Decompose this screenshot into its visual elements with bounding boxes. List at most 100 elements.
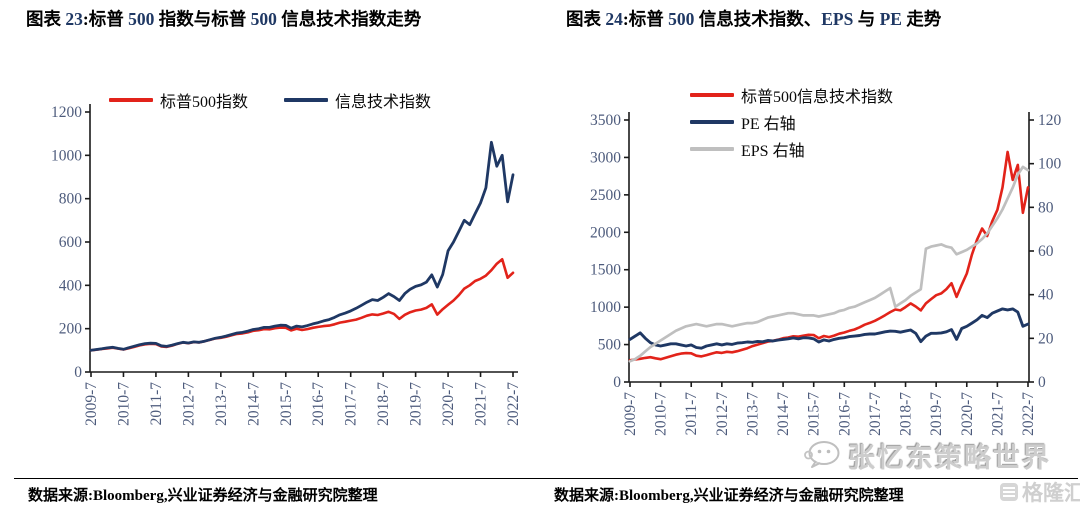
title-text: :标普 bbox=[82, 9, 129, 29]
svg-text:1200: 1200 bbox=[51, 104, 82, 121]
legend-item: PE 右轴 bbox=[690, 110, 893, 134]
legend-line-swatch bbox=[690, 147, 734, 151]
figure-24-legend: 标普500信息技术指数 PE 右轴 EPS 右轴 bbox=[690, 83, 893, 161]
series-line bbox=[628, 150, 1030, 362]
svg-text:2018-7: 2018-7 bbox=[898, 392, 915, 436]
series-lines bbox=[89, 140, 515, 352]
svg-text:2011-7: 2011-7 bbox=[683, 392, 700, 436]
title-text: 信息技术指数、 bbox=[694, 9, 822, 29]
series-lines bbox=[628, 150, 1030, 363]
svg-text:2018-7: 2018-7 bbox=[375, 382, 392, 426]
svg-text:60: 60 bbox=[1038, 243, 1054, 260]
legend-label: 标普500指数 bbox=[159, 94, 248, 111]
svg-text:120: 120 bbox=[1038, 112, 1062, 129]
svg-text:0: 0 bbox=[74, 364, 82, 381]
svg-text:0: 0 bbox=[613, 374, 621, 391]
svg-text:2022-7: 2022-7 bbox=[505, 382, 522, 426]
svg-text:2016-7: 2016-7 bbox=[310, 382, 327, 426]
svg-text:2010-7: 2010-7 bbox=[653, 392, 670, 436]
svg-text:2020-7: 2020-7 bbox=[440, 382, 457, 426]
title-accent-text: 24 bbox=[605, 9, 623, 29]
legend-item: 信息技术指数 bbox=[284, 88, 431, 112]
svg-text:80: 80 bbox=[1038, 199, 1054, 216]
series-line bbox=[89, 258, 515, 352]
svg-text:2500: 2500 bbox=[590, 187, 621, 204]
svg-text:2021-7: 2021-7 bbox=[473, 382, 490, 426]
svg-text:2019-7: 2019-7 bbox=[408, 382, 425, 426]
svg-text:600: 600 bbox=[59, 234, 83, 251]
svg-text:2019-7: 2019-7 bbox=[928, 392, 945, 436]
svg-text:400: 400 bbox=[59, 277, 83, 294]
svg-text:2021-7: 2021-7 bbox=[989, 392, 1006, 436]
svg-text:100: 100 bbox=[1038, 156, 1062, 173]
svg-text:2012-7: 2012-7 bbox=[714, 392, 731, 436]
figure-24-panel: 图表 24:标普 500 信息技术指数、EPS 与 PE 走势 标普500信息技… bbox=[540, 0, 1080, 512]
svg-text:2022-7: 2022-7 bbox=[1020, 392, 1037, 436]
svg-text:40: 40 bbox=[1038, 287, 1054, 304]
title-text: 指数与标普 bbox=[154, 9, 251, 29]
svg-text:2015-7: 2015-7 bbox=[806, 392, 823, 436]
svg-text:2017-7: 2017-7 bbox=[343, 382, 360, 426]
title-accent-text: PE bbox=[879, 9, 902, 29]
svg-text:2013-7: 2013-7 bbox=[744, 392, 761, 436]
figure-23-legend: 标普500指数 信息技术指数 bbox=[0, 88, 540, 112]
title-accent-text: 23 bbox=[65, 9, 83, 29]
svg-text:2020-7: 2020-7 bbox=[959, 392, 976, 436]
svg-text:2012-7: 2012-7 bbox=[180, 382, 197, 426]
title-text: 图表 bbox=[26, 9, 66, 29]
series-line bbox=[628, 165, 1030, 363]
figure-24-title: 图表 24:标普 500 信息技术指数、EPS 与 PE 走势 bbox=[566, 6, 1070, 32]
title-text: 与 bbox=[853, 9, 880, 29]
legend-label: 信息技术指数 bbox=[335, 94, 432, 111]
svg-text:2015-7: 2015-7 bbox=[278, 382, 295, 426]
svg-text:2009-7: 2009-7 bbox=[622, 392, 639, 436]
svg-text:3000: 3000 bbox=[590, 149, 621, 166]
svg-text:2014-7: 2014-7 bbox=[775, 392, 792, 436]
figure-23-panel: 图表 23:标普 500 指数与标普 500 信息技术指数走势 标普500指数 信… bbox=[0, 6, 540, 505]
title-text: 走势 bbox=[901, 9, 942, 29]
svg-text:500: 500 bbox=[598, 337, 622, 354]
svg-text:1000: 1000 bbox=[590, 299, 621, 316]
svg-text:2017-7: 2017-7 bbox=[867, 392, 884, 436]
legend-label: 标普500信息技术指数 bbox=[741, 89, 894, 106]
axis-tick-labels: 0 500 1000 1500 2000 2500 3000 3500 0 20 40 60 80 100… bbox=[590, 112, 1062, 436]
line-chart-sp500-vs-it: 0 200 400 600 800 1000 1200 2009-7 2010-7 2011-7 2… bbox=[51, 104, 522, 426]
svg-text:800: 800 bbox=[59, 191, 83, 208]
svg-text:2014-7: 2014-7 bbox=[245, 382, 262, 426]
source-note: 数据来源:Bloomberg,兴业证券经济与金融研究院整理 bbox=[540, 478, 1078, 505]
title-text: :标普 bbox=[622, 9, 669, 29]
title-text: 信息技术指数走势 bbox=[276, 9, 422, 29]
legend-label: EPS 右轴 bbox=[741, 143, 805, 160]
series-line bbox=[628, 307, 1030, 350]
svg-text:2016-7: 2016-7 bbox=[836, 392, 853, 436]
title-text: 图表 bbox=[566, 9, 606, 29]
figure-23-title: 图表 23:标普 500 指数与标普 500 信息技术指数走势 bbox=[26, 6, 530, 32]
svg-text:0: 0 bbox=[1038, 374, 1046, 391]
source-note: 数据来源:Bloomberg,兴业证券经济与金融研究院整理 bbox=[14, 478, 540, 505]
legend-line-swatch bbox=[108, 98, 153, 102]
svg-text:1000: 1000 bbox=[51, 147, 82, 164]
line-chart-it-eps-pe: 0 500 1000 1500 2000 2500 3000 3500 0 20 40 60 80 100… bbox=[590, 112, 1062, 436]
legend-line-swatch bbox=[690, 120, 734, 124]
axes bbox=[624, 112, 1034, 387]
svg-text:20: 20 bbox=[1038, 330, 1054, 347]
svg-text:2009-7: 2009-7 bbox=[83, 382, 100, 426]
title-accent-text: 500 bbox=[128, 9, 155, 29]
legend-line-swatch bbox=[284, 98, 328, 102]
svg-text:1500: 1500 bbox=[590, 262, 621, 279]
legend-line-swatch bbox=[690, 93, 734, 97]
svg-text:200: 200 bbox=[59, 321, 83, 338]
svg-text:3500: 3500 bbox=[590, 112, 621, 129]
svg-text:2011-7: 2011-7 bbox=[148, 382, 165, 426]
axis-tick-labels: 0 200 400 600 800 1000 1200 2009-7 2010-7 2011-7 2… bbox=[51, 104, 522, 426]
legend-label: PE 右轴 bbox=[741, 116, 796, 133]
legend-item: 标普500指数 bbox=[108, 88, 248, 112]
svg-text:2010-7: 2010-7 bbox=[115, 382, 132, 426]
series-line bbox=[89, 140, 515, 352]
title-accent-text: EPS bbox=[821, 9, 854, 29]
axes bbox=[85, 104, 518, 377]
legend-item: EPS 右轴 bbox=[690, 137, 893, 161]
svg-text:2013-7: 2013-7 bbox=[213, 382, 230, 426]
title-accent-text: 500 bbox=[668, 9, 695, 29]
